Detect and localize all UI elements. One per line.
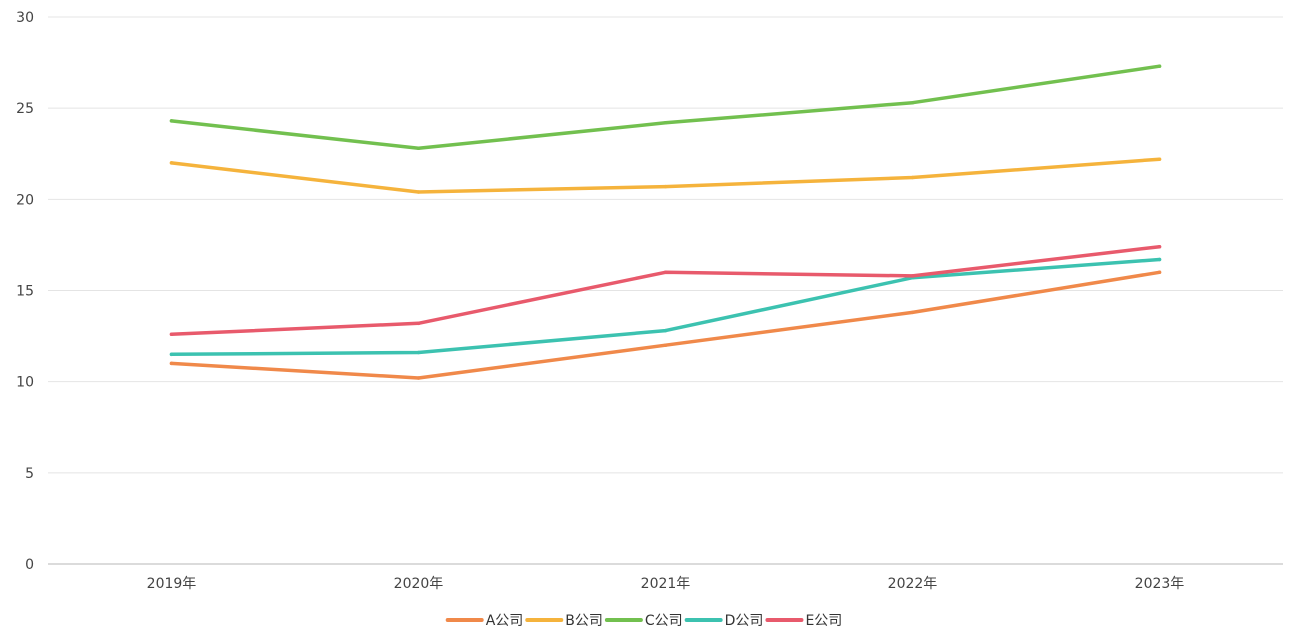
x-tick-label: 2023年: [1135, 576, 1185, 592]
legend-item[interactable]: B公司: [525, 613, 603, 629]
data-point[interactable]: [169, 161, 174, 165]
legend[interactable]: A公司 B公司 C公司 D公司 E公司: [445, 613, 843, 629]
y-tick-label: 0: [25, 557, 34, 573]
x-tick-label: 2019年: [147, 576, 197, 592]
data-point[interactable]: [169, 361, 174, 366]
legend-item[interactable]: D公司: [684, 613, 764, 629]
data-point[interactable]: [1157, 64, 1162, 68]
data-point[interactable]: [910, 100, 915, 105]
y-tick-label: 15: [16, 284, 34, 300]
data-point[interactable]: [1157, 157, 1162, 161]
series-line-1[interactable]: [169, 270, 1162, 380]
data-point[interactable]: [416, 146, 421, 151]
data-point[interactable]: [416, 376, 421, 380]
x-tick-label: 2022年: [888, 576, 938, 592]
series-layer: [169, 64, 1162, 380]
y-tick-label: 20: [16, 192, 34, 208]
data-point[interactable]: [169, 119, 174, 123]
data-point[interactable]: [416, 350, 421, 355]
y-tick-label: 5: [25, 466, 34, 482]
legend-item[interactable]: A公司: [445, 613, 524, 629]
data-point[interactable]: [663, 121, 668, 125]
data-point[interactable]: [169, 332, 174, 337]
legend-label: E公司: [805, 613, 842, 629]
data-point[interactable]: [910, 274, 915, 278]
data-point[interactable]: [910, 310, 915, 315]
data-point[interactable]: [663, 328, 668, 333]
y-tick-label: 25: [16, 101, 34, 117]
x-tick-label: 2021年: [641, 576, 691, 592]
data-point[interactable]: [663, 343, 668, 347]
data-point[interactable]: [169, 352, 174, 357]
data-point[interactable]: [416, 190, 421, 194]
data-point[interactable]: [416, 321, 421, 326]
legend-label: B公司: [565, 613, 603, 629]
legend-label: A公司: [486, 613, 524, 629]
data-point[interactable]: [1157, 270, 1162, 275]
axis-layer: 0 5 10 15 20 25 30 2019年 2020年 2021年 2022年 2023年: [16, 10, 1184, 592]
grid-layer: [48, 16, 1283, 565]
data-point[interactable]: [663, 184, 668, 189]
legend-item[interactable]: C公司: [604, 613, 683, 629]
legend-label: D公司: [725, 613, 764, 629]
data-point[interactable]: [1157, 244, 1162, 249]
legend-item[interactable]: E公司: [765, 613, 842, 629]
legend-label: C公司: [645, 613, 683, 629]
series-line-3[interactable]: [169, 64, 1162, 151]
data-point[interactable]: [910, 175, 915, 180]
y-tick-label: 30: [16, 10, 34, 26]
y-tick-label: 10: [16, 375, 34, 391]
data-point[interactable]: [1157, 257, 1162, 262]
x-tick-label: 2020年: [394, 576, 444, 592]
data-point[interactable]: [663, 270, 668, 275]
